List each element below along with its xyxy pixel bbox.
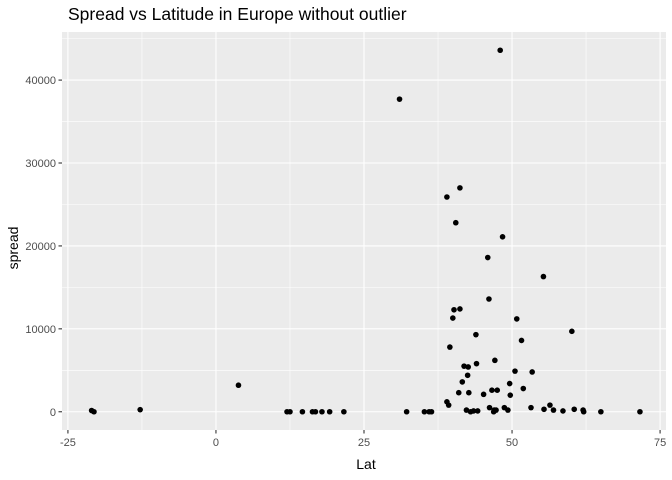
data-point	[540, 273, 547, 280]
data-point	[452, 219, 459, 226]
data-point	[312, 408, 319, 415]
data-point	[480, 391, 487, 398]
major-gridlines	[62, 32, 666, 430]
data-point	[506, 380, 513, 387]
y-tick-label: 0	[50, 407, 56, 419]
data-point	[512, 368, 518, 374]
data-point	[137, 406, 143, 413]
data-point	[450, 315, 456, 321]
data-point	[464, 372, 471, 379]
data-point	[497, 47, 503, 54]
data-point	[489, 387, 495, 394]
data-point	[287, 408, 293, 415]
data-point	[403, 408, 410, 415]
x-tick-label: 75	[654, 437, 666, 449]
data-point	[447, 344, 453, 350]
data-point	[560, 408, 566, 414]
data-point	[421, 408, 428, 415]
data-point	[541, 406, 547, 413]
data-point	[499, 234, 506, 240]
data-point	[569, 328, 575, 335]
data-point	[474, 408, 481, 414]
data-point	[550, 407, 557, 413]
x-tick-label: 0	[213, 437, 219, 449]
y-axis: 0 10000 20000 30000 40000	[25, 75, 62, 419]
data-point	[341, 408, 347, 415]
data-point	[428, 408, 435, 415]
x-axis-title: Lat	[356, 456, 376, 472]
y-tick-label: 30000	[25, 158, 56, 170]
data-point	[484, 254, 491, 261]
data-point	[486, 404, 493, 411]
data-point	[547, 402, 553, 408]
data-point	[459, 379, 466, 385]
data-point	[571, 406, 578, 413]
data-point	[505, 407, 511, 413]
data-point	[529, 369, 535, 375]
data-points	[88, 47, 643, 415]
data-point	[451, 306, 457, 313]
data-point	[528, 404, 534, 411]
data-point	[457, 306, 463, 312]
chart-title: Spread vs Latitude in Europe without out…	[68, 4, 407, 24]
data-point	[91, 408, 97, 415]
data-point	[461, 363, 467, 369]
data-point	[470, 408, 477, 414]
data-point	[507, 392, 514, 398]
data-point	[319, 408, 325, 415]
x-tick-label: -25	[60, 437, 76, 449]
y-tick-label: 10000	[25, 324, 56, 336]
data-point	[466, 389, 472, 396]
data-point	[473, 331, 479, 338]
y-axis-title: spread	[5, 227, 21, 270]
y-tick-label: 40000	[25, 75, 56, 87]
data-point	[580, 408, 587, 415]
data-point	[444, 194, 450, 200]
data-point	[494, 387, 501, 394]
data-point	[518, 337, 525, 344]
data-point	[457, 185, 463, 191]
data-point	[513, 316, 520, 322]
x-tick-label: 25	[358, 437, 370, 449]
data-point	[396, 96, 403, 102]
data-point	[486, 296, 492, 302]
data-point	[520, 385, 527, 392]
data-point	[598, 408, 604, 415]
data-point	[637, 408, 643, 415]
data-point	[299, 408, 306, 415]
x-tick-label: 50	[506, 437, 518, 449]
data-point	[465, 364, 472, 370]
data-point	[235, 382, 242, 389]
data-point	[455, 389, 462, 396]
data-point	[493, 407, 499, 413]
y-tick-label: 20000	[25, 241, 56, 253]
data-point	[492, 357, 498, 364]
data-point	[445, 402, 452, 408]
x-axis: -25 0 25 50 75	[60, 430, 666, 449]
data-point	[326, 408, 333, 415]
data-point	[473, 360, 480, 367]
